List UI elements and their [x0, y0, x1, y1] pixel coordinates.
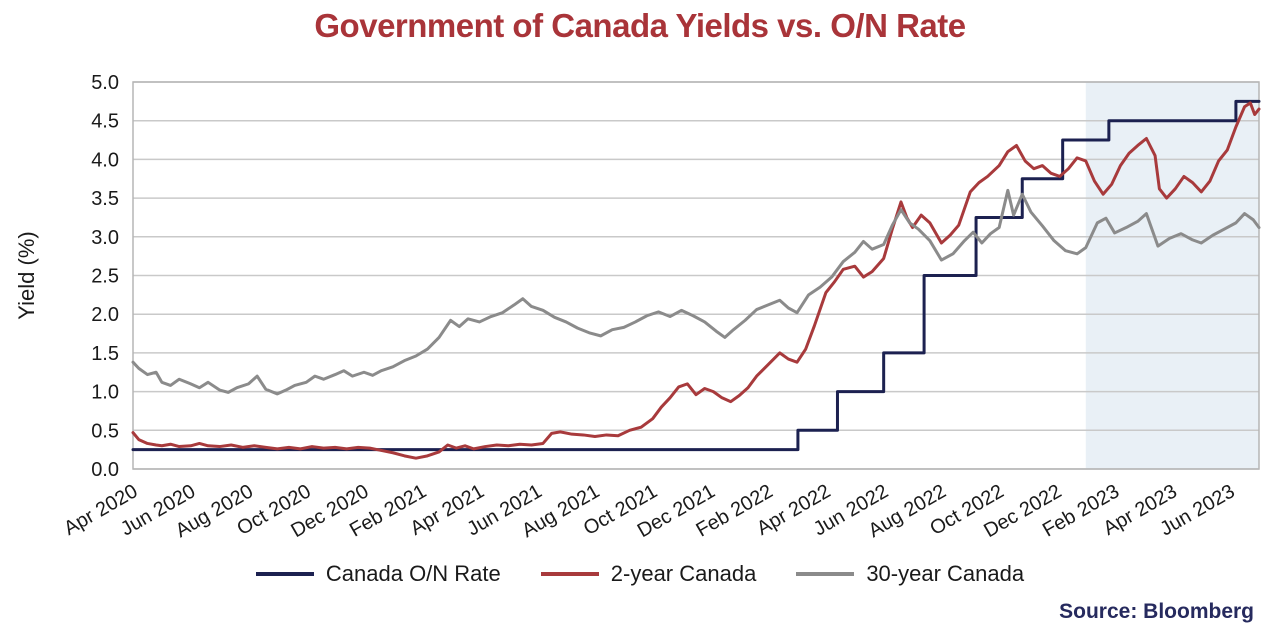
- series-30-year-canada: [131, 188, 1261, 396]
- legend-label-on-rate: Canada O/N Rate: [325, 561, 501, 586]
- y-tick-label: 2.5: [91, 266, 119, 288]
- two-year-line-swatch-icon: [540, 572, 599, 576]
- legend-item-2-year: 2-year Canada: [540, 561, 757, 587]
- on-rate-line-swatch-icon: [255, 572, 314, 576]
- legend-item-on-rate: Canada O/N Rate: [255, 561, 501, 587]
- legend-label-30-year: 30-year Canada: [866, 561, 1025, 586]
- y-tick-label: 4.5: [91, 111, 119, 133]
- legend-item-30-year: 30-year Canada: [796, 561, 1024, 587]
- chart-legend: Canada O/N Rate 2-year Canada 30-year Ca…: [0, 561, 1280, 587]
- y-tick-label: 5.0: [91, 72, 119, 94]
- y-tick-label: 4.0: [91, 149, 119, 171]
- y-tick-label: 0.5: [91, 420, 119, 442]
- chart-canvas: 0.0 0.5 1.0 1.5 2.0 2.5 3.0 3.5 4.0 4.5 5.0 Apr 202…: [14, 72, 1261, 542]
- legend-label-2-year: 2-year Canada: [610, 561, 757, 586]
- series-2-year-canada: [131, 101, 1261, 460]
- y-tick-label: 3.0: [91, 227, 119, 249]
- y-grid-and-ticks: 0.0 0.5 1.0 1.5 2.0 2.5 3.0 3.5 4.0 4.5 5.0: [91, 72, 1259, 481]
- series-canada-o-n-rate: [131, 99, 1261, 452]
- y-tick-label: 0.0: [91, 459, 119, 481]
- plot-border: [132, 81, 1260, 470]
- y-tick-label: 1.5: [91, 343, 119, 365]
- chart-title: Government of Canada Yields vs. O/N Rate: [314, 7, 966, 44]
- y-axis-label: Yield (%): [14, 231, 39, 319]
- y-tick-label: 3.5: [91, 188, 119, 210]
- y-tick-label: 2.0: [91, 304, 119, 326]
- y-tick-label: 1.0: [91, 382, 119, 404]
- source-attribution: Source: Bloomberg: [1059, 600, 1254, 623]
- thirty-year-line-swatch-icon: [796, 572, 855, 576]
